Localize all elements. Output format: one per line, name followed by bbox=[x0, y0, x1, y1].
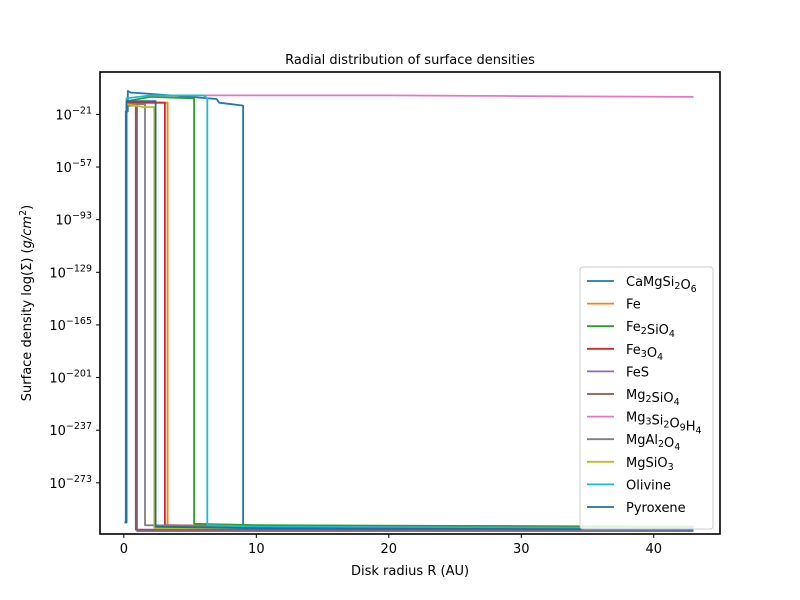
x-tick-label: 10 bbox=[248, 542, 265, 557]
x-tick-label: 30 bbox=[513, 542, 530, 557]
legend-label-9: Olivine bbox=[626, 478, 671, 493]
x-axis-label: Disk radius R (AU) bbox=[351, 564, 469, 579]
x-tick-label: 20 bbox=[381, 542, 398, 557]
y-axis: 10−21 10−57 10−93 10−129 10−165 10−201 10−237 1… bbox=[49, 105, 100, 492]
series-layer bbox=[124, 90, 694, 532]
legend-label-2: Fe2SiO4 bbox=[626, 320, 675, 340]
legend-label-3: Fe3O4 bbox=[626, 343, 663, 363]
legend-label-0: CaMgSi2O6 bbox=[626, 275, 697, 295]
x-tick-label: 0 bbox=[120, 542, 128, 557]
legend-label-8: MgSiO3 bbox=[626, 456, 674, 473]
x-axis: 0 10 20 30 40 bbox=[120, 534, 662, 557]
legend-label-5: Mg2SiO4 bbox=[626, 388, 680, 408]
y-tick-label: 10−201 bbox=[49, 369, 92, 387]
chart-title: Radial distribution of surface densities bbox=[285, 53, 535, 68]
y-tick-label: 10−237 bbox=[49, 421, 92, 439]
legend-label-10: Pyroxene bbox=[626, 501, 686, 516]
y-tick-label: 10−129 bbox=[49, 263, 92, 281]
y-tick-label: 10−93 bbox=[55, 211, 92, 229]
y-tick-label: 10−21 bbox=[55, 105, 92, 123]
legend-label-7: MgAl2O4 bbox=[626, 433, 680, 453]
series-line-6 bbox=[153, 94, 694, 98]
y-tick-label: 10−165 bbox=[49, 316, 92, 334]
y-axis-label: Surface density log(Σ) (g/cm2) bbox=[18, 205, 35, 401]
plot-frame bbox=[99, 71, 721, 535]
legend: CaMgSi2O6 Fe Fe2SiO4 Fe3O4 FeS Mg2SiO4 Mg3Si2O… bbox=[579, 266, 714, 530]
y-tick-label: 10−57 bbox=[55, 158, 92, 176]
legend-label-6: Mg3Si2O9H4 bbox=[626, 411, 702, 437]
legend-label-1: Fe bbox=[626, 298, 641, 313]
legend-frame bbox=[579, 266, 714, 530]
legend-label-4: FeS bbox=[626, 365, 649, 380]
x-tick-label: 40 bbox=[645, 542, 662, 557]
y-tick-label: 10−273 bbox=[49, 474, 92, 492]
series-line-10 bbox=[124, 100, 694, 531]
